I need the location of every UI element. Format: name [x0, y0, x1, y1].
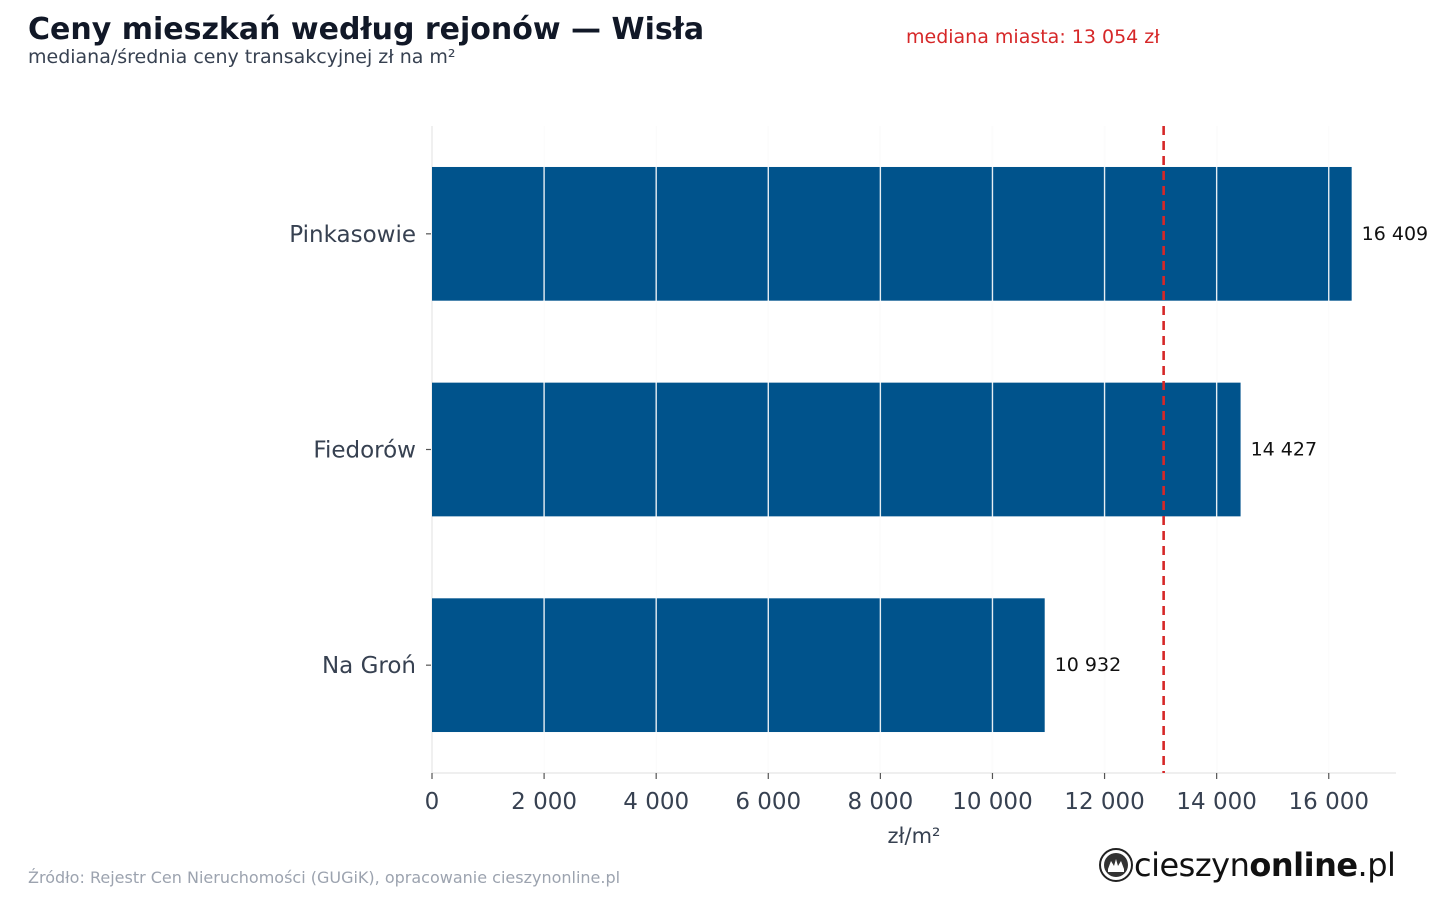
value-label-1: 14 427: [1251, 439, 1317, 461]
x-axis-title: zł/m²: [888, 824, 941, 848]
value-label-2: 10 932: [1055, 654, 1121, 676]
xtick-label-8: 16 000: [1289, 789, 1369, 815]
axes: [426, 233, 1396, 779]
xtick-label-5: 10 000: [952, 789, 1032, 815]
brand-bold: online: [1249, 846, 1358, 884]
xtick-label-3: 6 000: [735, 789, 801, 815]
median-annotation: mediana miasta: 13 054 zł: [906, 26, 1160, 48]
bar-0: [432, 166, 1352, 301]
xtick-label-7: 14 000: [1176, 789, 1256, 815]
chart-title: Ceny mieszkań według rejonów — Wisła: [28, 12, 705, 47]
xtick-label-4: 8 000: [847, 789, 913, 815]
bar-2: [432, 598, 1045, 733]
brand-logo: cieszynonline.pl: [1098, 846, 1396, 884]
brand-emblem-icon: [1099, 848, 1133, 882]
xtick-label-6: 12 000: [1064, 789, 1144, 815]
chart-subtitle: mediana/średnia ceny transakcyjnej zł na…: [28, 46, 456, 68]
labels: Pinkasowie 16 409 Fiedorów 14 427 Na Groń 10 …: [289, 126, 1428, 848]
brand-wordmark: cieszynonline.pl: [1134, 846, 1396, 884]
xtick-label-0: 0: [425, 789, 440, 815]
category-label-2: Na Groń: [322, 653, 416, 679]
bars: [432, 126, 1352, 773]
value-label-0: 16 409: [1362, 223, 1428, 245]
source-note: Źródło: Rejestr Cen Nieruchomości (GUGiK…: [28, 868, 621, 887]
category-label-1: Fiedorów: [313, 438, 416, 464]
xtick-label-2: 4 000: [623, 789, 689, 815]
bar-1: [432, 382, 1241, 517]
xtick-label-1: 2 000: [511, 789, 577, 815]
brand-regular: cieszyn: [1134, 846, 1250, 884]
brand-suffix: .pl: [1357, 846, 1396, 884]
category-label-0: Pinkasowie: [289, 222, 416, 248]
